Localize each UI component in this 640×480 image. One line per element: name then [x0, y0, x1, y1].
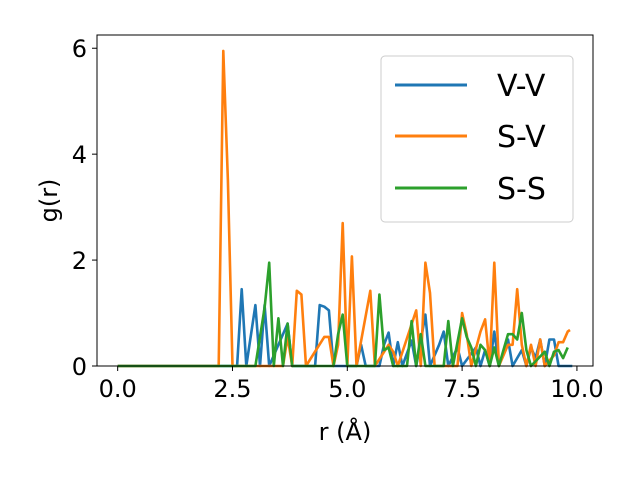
x-tick-label: 10.0: [550, 375, 603, 403]
y-tick-label: 0: [72, 353, 87, 381]
x-tick-label: 7.5: [443, 375, 481, 403]
legend: V-V S-V S-S: [380, 55, 574, 223]
y-axis-label: g(r): [35, 179, 63, 223]
legend-label-s-s: S-S: [497, 172, 546, 207]
plot-frame: [96, 34, 594, 367]
legend-label-v-v: V-V: [497, 69, 546, 104]
x-tick-label: 5.0: [328, 375, 366, 403]
y-tick-label: 4: [72, 141, 87, 169]
legend-label-s-v: S-V: [497, 120, 546, 155]
y-tick-label: 6: [72, 35, 87, 63]
y-tick-label: 2: [72, 247, 87, 275]
x-tick-label: 2.5: [213, 375, 251, 403]
x-axis-label: r (Å): [319, 417, 372, 446]
x-tick-label: 0.0: [99, 375, 137, 403]
ticks-layer: 0.0 2.5 5.0 7.5 10.0 0 2 4 6: [72, 35, 604, 403]
legend-box: [380, 55, 574, 223]
